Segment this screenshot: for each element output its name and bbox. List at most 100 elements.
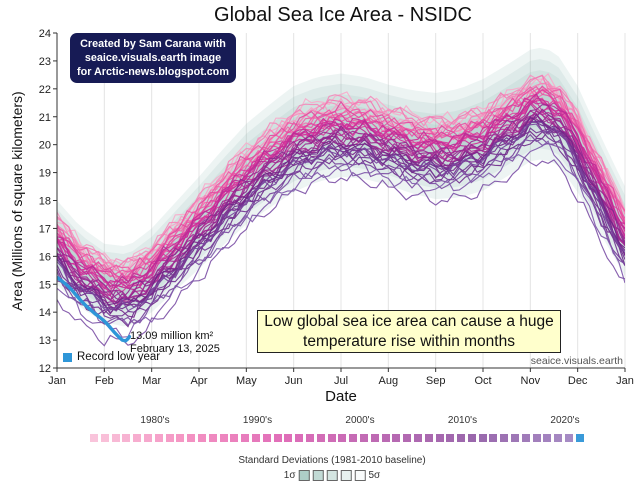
stddev-legend-row: 1σ 5σ [284, 470, 380, 481]
y-tick-20: 20 [39, 140, 51, 152]
record-low-legend: Record low year [63, 351, 160, 363]
year-swatch-2024 [565, 434, 574, 442]
x-tick-8: Sep [426, 375, 446, 387]
stddev-swatch-2 [312, 470, 324, 481]
year-swatch-2020 [521, 434, 530, 442]
decade-label-2010: 2010's [447, 415, 478, 426]
year-line-1984 [57, 74, 625, 269]
x-tick-9: Oct [474, 375, 491, 387]
year-swatch-2019 [511, 434, 520, 442]
warning-callout: Low global sea ice area can cause a huge… [257, 310, 561, 354]
y-tick-17: 17 [39, 223, 51, 235]
y-tick-14: 14 [39, 307, 51, 319]
year-swatch-2016 [478, 434, 487, 442]
year-line-2014 [57, 127, 625, 318]
x-tick-6: Jul [334, 375, 348, 387]
y-tick-12: 12 [39, 363, 51, 375]
year-lines [57, 72, 625, 347]
y-tick-16: 16 [39, 251, 51, 263]
stddev-swatch-4 [340, 470, 352, 481]
year-swatch-1998 [284, 434, 293, 442]
year-swatch-2023 [554, 434, 563, 442]
decade-label-1980: 1980's [140, 415, 170, 426]
x-tick-3: Apr [190, 375, 207, 387]
y-tick-22: 22 [39, 84, 51, 96]
credit-line-1: Created by Sam Carana with [80, 38, 226, 50]
year-swatch-1996 [262, 434, 271, 442]
y-tick-23: 23 [39, 56, 51, 68]
year-swatch-2010 [413, 434, 422, 442]
x-axis-label: Date [325, 388, 357, 405]
record-low-line [57, 275, 132, 343]
year-swatch-2007 [381, 434, 390, 442]
year-line-2022 [57, 139, 625, 326]
x-tick-11: Dec [568, 375, 588, 387]
x-tick-10: Nov [521, 375, 541, 387]
year-swatch-2014 [457, 434, 466, 442]
x-tick-7: Aug [379, 375, 399, 387]
year-line-2024 [57, 140, 625, 338]
record-low-annotation: 13.09 million km² February 13, 2025 [130, 330, 220, 356]
stddev-swatch-1 [298, 470, 310, 481]
year-swatch-2013 [446, 434, 455, 442]
credit-line-3: for Arctic-news.blogspot.com [77, 66, 229, 79]
year-swatch-1986 [154, 434, 163, 442]
year-swatch-1993 [230, 434, 239, 442]
year-swatch-1989 [187, 434, 196, 442]
decade-label-2020: 2020's [550, 415, 580, 426]
y-tick-labels: 12 13 14 15 16 17 18 19 20 21 22 23 24 [39, 28, 51, 375]
year-line-2019 [57, 121, 625, 312]
year-line-2001 [57, 102, 625, 297]
x-tick-5: Jun [285, 375, 303, 387]
year-line-2023 [57, 156, 625, 347]
x-tick-4: May [236, 375, 257, 387]
year-swatch-2012 [435, 434, 444, 442]
y-axis-label: Area (Millions of square kilometers) [9, 91, 25, 311]
year-swatch-2015 [467, 434, 476, 442]
y-tick-13: 13 [39, 335, 51, 347]
year-swatch-1999 [295, 434, 304, 442]
year-swatch-2017 [489, 434, 498, 442]
decade-labels-row: 1980's 1990's 2000's 2010's 2020's [0, 415, 640, 427]
y-tick-24: 24 [39, 28, 51, 40]
credit-line-2: seaice.visuals.earth image [84, 52, 222, 65]
x-tick-labels: Jan Feb Mar Apr May Jun Jul Aug Sep Oct Nov Dec Jan [48, 375, 634, 387]
y-tick-21: 21 [39, 112, 51, 124]
year-swatch-1991 [208, 434, 217, 442]
stddev-swatch-3 [326, 470, 338, 481]
record-low-label: Record low year [77, 351, 161, 363]
year-swatch-1982 [111, 434, 120, 442]
year-swatch-2021 [532, 434, 541, 442]
year-swatch-1981 [100, 434, 109, 442]
year-swatch-1990 [197, 434, 206, 442]
stddev-low-label: 1σ [283, 470, 296, 481]
year-swatch-2008 [392, 434, 401, 442]
year-swatch-2003 [338, 434, 347, 442]
year-swatch-2022 [543, 434, 552, 442]
year-swatch-2000 [305, 434, 314, 442]
stddev-swatches [298, 470, 366, 481]
year-swatch-1987 [165, 434, 174, 442]
year-swatch-2005 [359, 434, 368, 442]
stddev-swatch-5 [354, 470, 366, 481]
record-low-swatch-icon [63, 352, 72, 362]
y-tick-18: 18 [39, 196, 51, 208]
year-swatch-1980 [90, 434, 98, 442]
year-swatch-2018 [500, 434, 509, 442]
year-swatch-2004 [349, 434, 358, 442]
year-swatch-2001 [316, 434, 325, 442]
year-swatch-1983 [122, 434, 131, 442]
year-line-2015 [57, 116, 625, 307]
stddev-legend-title: Standard Deviations (1981-2010 baseline) [238, 455, 426, 466]
x-tick-2: Mar [142, 375, 161, 387]
axes [53, 32, 626, 372]
year-swatch-1984 [133, 434, 142, 442]
y-tick-15: 15 [39, 279, 51, 291]
decade-swatches-row [90, 434, 584, 442]
year-line-2010 [57, 108, 625, 301]
x-tick-1: Feb [95, 375, 114, 387]
year-swatch-1988 [176, 434, 185, 442]
year-line-1990 [57, 86, 625, 275]
